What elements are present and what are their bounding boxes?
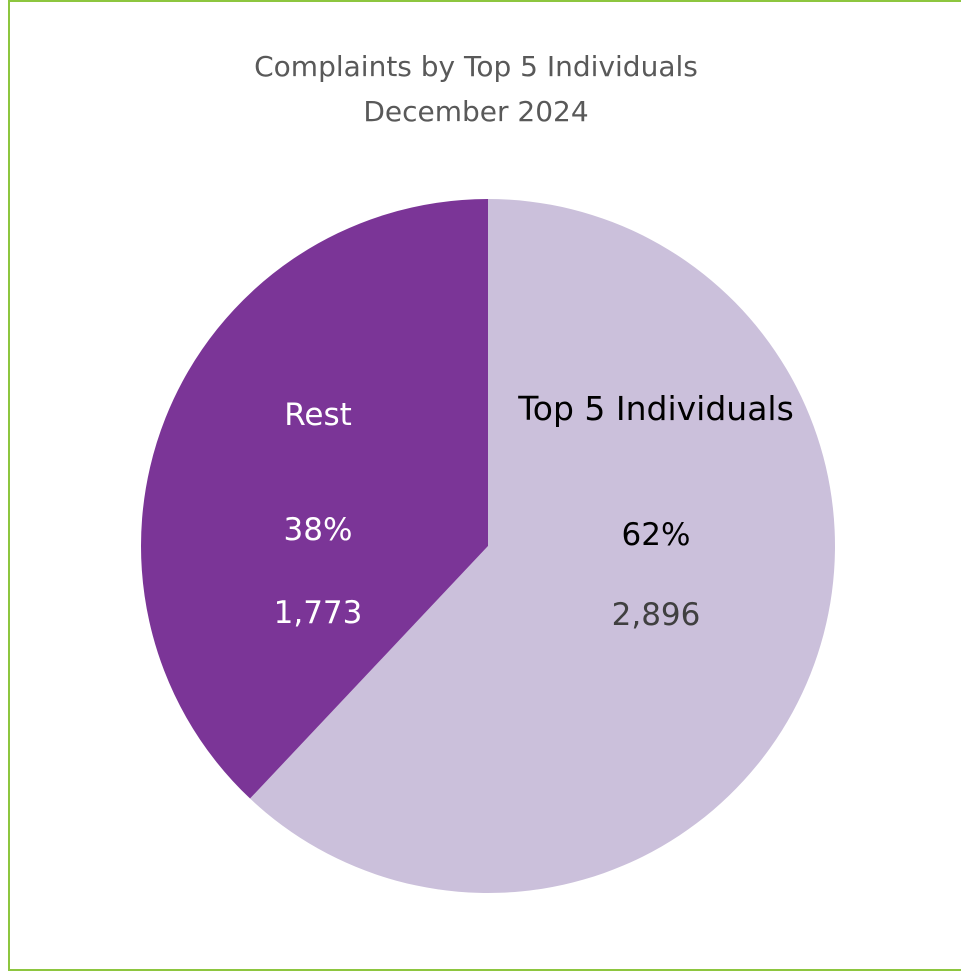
chart-subtitle: December 2024 [363, 95, 589, 128]
pie-slices [141, 199, 835, 893]
slice-value-label: 1,773 [274, 595, 363, 631]
slice-percent-label: 38% [284, 512, 353, 548]
pie-slice-rest [141, 199, 488, 799]
pie-slice-top-5-individuals [250, 199, 835, 893]
slice-name-label: Top 5 Individuals [517, 389, 794, 428]
slice-percent-label: 62% [622, 517, 691, 553]
slice-value-label: 2,896 [612, 597, 701, 633]
pie-labels: Top 5 Individuals 62% 2,896 Rest 38% 1,773 [274, 389, 794, 633]
chart-title: Complaints by Top 5 Individuals [254, 50, 698, 83]
slice-name-label: Rest [284, 397, 352, 433]
